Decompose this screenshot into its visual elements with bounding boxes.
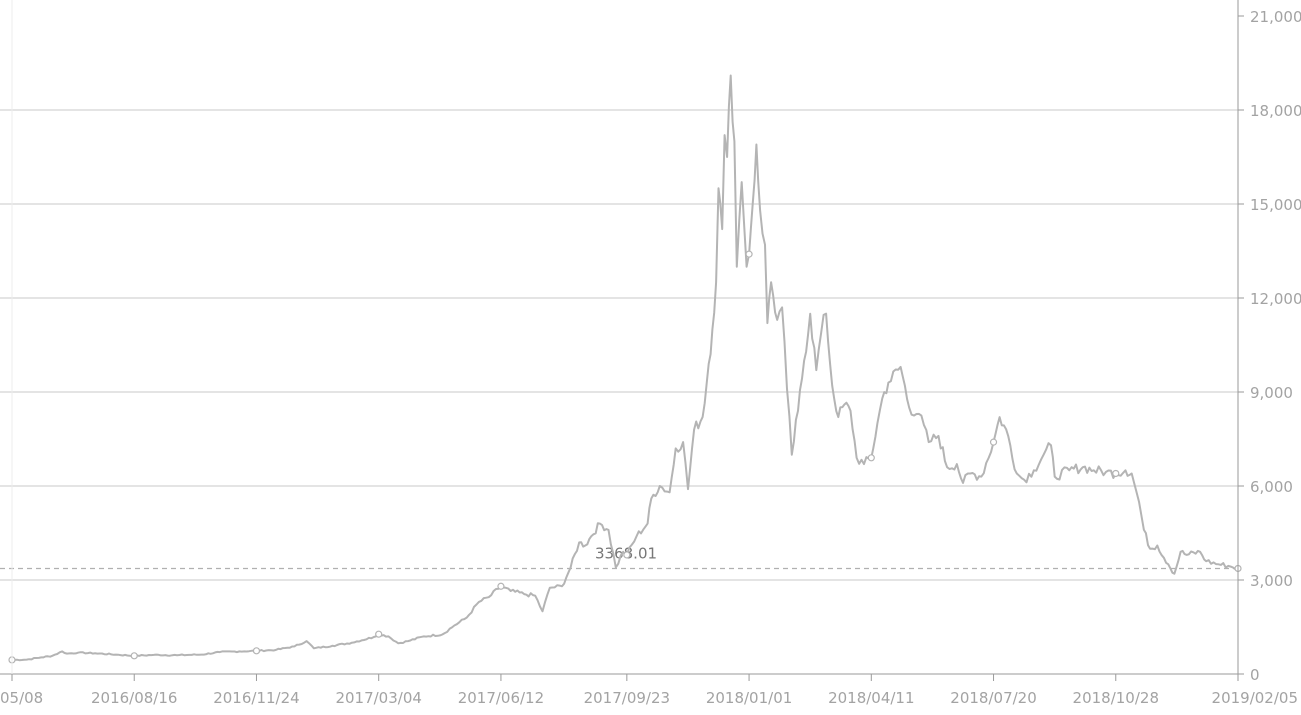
x-tick-label: 2017/06/12 [458,689,544,707]
data-point-marker [623,551,631,559]
y-tick-label: 3,000 [1250,572,1293,590]
x-tick-label: 2018/10/28 [1073,689,1159,707]
y-tick-label-top: 21,000 [1250,8,1301,26]
series-group [8,74,1242,664]
data-point-marker [375,630,383,638]
x-tick-label: 2016/08/16 [91,689,177,707]
data-point-marker [497,582,505,590]
reference-line-group: 3368.01 [0,544,1238,570]
x-tick-label: 2016/11/24 [213,689,299,707]
x-tick-label: 2018/04/11 [828,689,914,707]
data-point-marker [130,652,138,660]
data-point-marker [252,647,261,655]
data-point-marker [1112,469,1120,478]
x-tick-label: 2018/01/01 [706,689,792,707]
data-point-marker [745,250,753,258]
y-tick-label: 18,000 [1250,102,1301,120]
gridlines [0,109,1238,581]
y-tick-label: 9,000 [1250,384,1293,402]
y-tick-label: 15,000 [1250,196,1301,214]
data-point-marker [989,438,998,446]
data-point-marker [867,454,875,462]
x-tick-label: 2017/09/23 [584,689,670,707]
x-tick-label: 05/08 [0,689,43,707]
y-tick-label: 0 [1250,666,1260,684]
series-line-0 [12,74,1239,662]
axes [0,0,1244,681]
y-tick-label: 12,000 [1250,290,1301,308]
x-tick-label: 2019/02/05 [1212,689,1298,707]
tick-labels: 0 3,000 6,000 9,000 12,000 15,000 18,000 21,000… [0,8,1301,707]
y-tick-label: 6,000 [1250,478,1293,496]
x-tick-label: 2017/03/04 [335,689,421,707]
x-tick-label: 2018/07/20 [950,689,1036,707]
